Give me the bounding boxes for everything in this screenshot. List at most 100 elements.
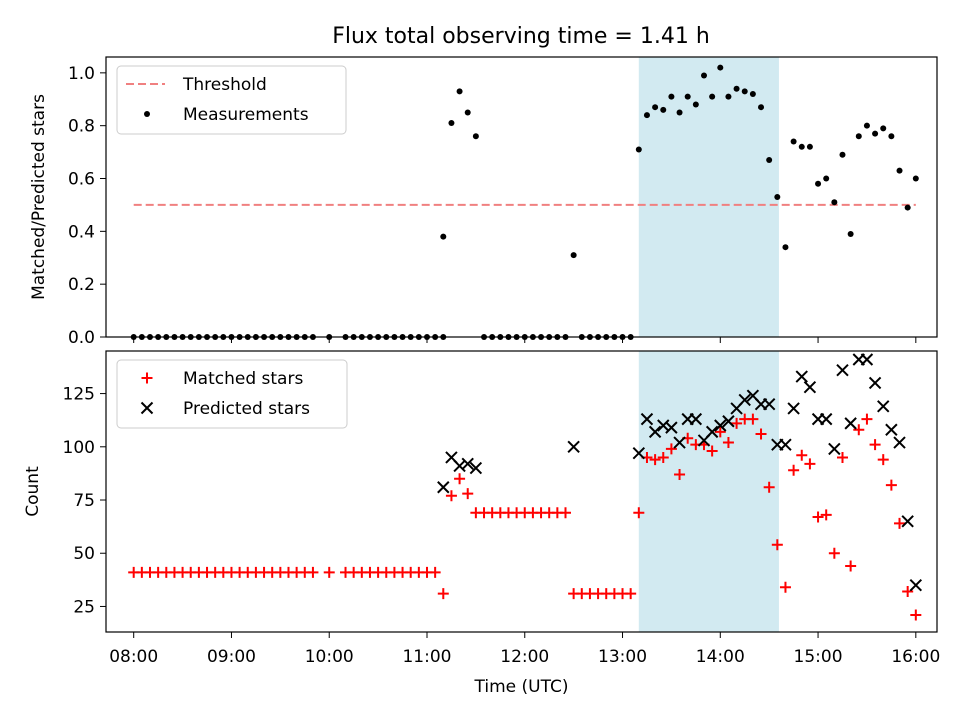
y-tick-label: 0.4 bbox=[68, 222, 95, 242]
matched-star-point bbox=[861, 413, 873, 425]
predicted-star-point bbox=[877, 400, 890, 413]
measurement-point bbox=[855, 133, 862, 140]
x-tick-label: 13:00 bbox=[598, 647, 647, 667]
matched-star-point bbox=[853, 424, 865, 436]
matched-star-point bbox=[706, 445, 718, 457]
matched-star-point bbox=[804, 458, 816, 470]
matched-star-point bbox=[454, 473, 466, 485]
y-tick-label: 0.8 bbox=[68, 117, 95, 137]
y-tick-label: 1.0 bbox=[68, 64, 95, 84]
measurement-point bbox=[798, 143, 805, 150]
matched-star-point bbox=[796, 449, 808, 461]
matched-star-point bbox=[894, 517, 906, 529]
measurement-point bbox=[692, 101, 699, 108]
x-tick-label: 12:00 bbox=[500, 647, 549, 667]
y-tick-label: 0.0 bbox=[68, 328, 95, 348]
matched-star-point bbox=[462, 488, 474, 500]
measurement-point bbox=[912, 175, 919, 182]
predicted-star-point bbox=[665, 421, 678, 434]
measurement-point bbox=[815, 180, 822, 187]
y-tick-label: 50 bbox=[73, 544, 95, 564]
predicted-star-point bbox=[722, 415, 735, 428]
legend-label: Matched stars bbox=[183, 369, 303, 389]
measurement-point bbox=[717, 64, 724, 71]
legend-label: Threshold bbox=[182, 75, 267, 95]
highlight-span bbox=[638, 57, 779, 337]
y-axis-label: Matched/Predicted stars bbox=[29, 94, 49, 300]
matched-star-point bbox=[836, 451, 848, 463]
matched-star-point bbox=[625, 588, 637, 600]
predicted-star-point bbox=[901, 515, 914, 528]
measurement-point bbox=[741, 88, 748, 95]
matched-star-point bbox=[722, 437, 734, 449]
matched-star-point bbox=[771, 539, 783, 551]
matched-star-point bbox=[633, 507, 645, 519]
predicted-star-point bbox=[648, 425, 662, 439]
measurement-point bbox=[758, 104, 765, 111]
measurement-point bbox=[806, 143, 813, 150]
measurement-point bbox=[904, 204, 911, 211]
measurement-point bbox=[725, 93, 732, 100]
predicted-star-point bbox=[836, 363, 849, 377]
measurement-point bbox=[880, 125, 887, 132]
x-tick-label: 08:00 bbox=[109, 647, 158, 667]
measurement-point bbox=[774, 194, 781, 200]
matched-star-point bbox=[665, 443, 677, 455]
x-axis-label: Time (UTC) bbox=[474, 677, 569, 697]
measurement-point bbox=[652, 104, 659, 111]
measurement-point bbox=[635, 146, 642, 153]
x-tick-label: 10:00 bbox=[305, 647, 354, 667]
predicted-star-point bbox=[868, 376, 882, 390]
measurement-point bbox=[684, 93, 691, 100]
y-axis-label: Count bbox=[23, 466, 43, 517]
predicted-star-point bbox=[893, 436, 906, 449]
predicted-star-point bbox=[705, 425, 719, 439]
predicted-star-point bbox=[762, 398, 776, 411]
measurement-point bbox=[749, 90, 756, 97]
matched-star-point bbox=[885, 479, 897, 491]
matched-star-point bbox=[307, 566, 319, 578]
legend-box bbox=[116, 65, 347, 135]
legend: Matched stars Predicted stars bbox=[116, 359, 348, 429]
highlight-span bbox=[638, 351, 779, 632]
predicted-star-point bbox=[844, 417, 857, 430]
predicted-star-point bbox=[673, 436, 686, 449]
measurement-point bbox=[643, 112, 650, 119]
matched-star-point bbox=[820, 509, 832, 521]
matched-star-point bbox=[763, 481, 775, 493]
matched-star-point bbox=[779, 581, 791, 593]
legend-label: Predicted stars bbox=[183, 399, 310, 419]
measurement-point bbox=[863, 122, 870, 129]
legend-measurement-swatch bbox=[144, 111, 150, 117]
measurement-point bbox=[896, 167, 903, 174]
predicted-star-point bbox=[803, 380, 817, 394]
measurement-point bbox=[831, 199, 838, 206]
predicted-star-point bbox=[787, 402, 800, 415]
matched-star-point bbox=[845, 560, 857, 572]
measurement-point bbox=[570, 252, 577, 259]
top-panel: 0.0 0.2 0.4 0.6 0.8 1.0 Matched/Predicted star… bbox=[29, 56, 938, 348]
measurement-point bbox=[709, 93, 716, 100]
predicted-star-point bbox=[909, 578, 923, 592]
measurement-point bbox=[766, 157, 773, 164]
x-tick-label: 15:00 bbox=[794, 647, 843, 667]
matched-star-point bbox=[902, 586, 914, 598]
matched-star-point bbox=[649, 454, 661, 466]
measurement-point bbox=[839, 151, 846, 158]
measurement-point bbox=[472, 133, 479, 140]
matched-star-point bbox=[559, 507, 571, 519]
predicted-star-point bbox=[819, 412, 833, 426]
y-tick-label: 100 bbox=[63, 438, 95, 458]
predicted-star-point bbox=[567, 440, 580, 454]
matched-star-point bbox=[437, 588, 449, 600]
predicted-star-point bbox=[469, 461, 483, 475]
measurement-point bbox=[790, 138, 797, 145]
y-tick-label: 125 bbox=[63, 385, 95, 405]
predicted-star-point bbox=[453, 459, 466, 473]
chart-title: Flux total observing time = 1.41 h bbox=[332, 24, 710, 49]
legend: Threshold Measurements bbox=[116, 65, 347, 135]
legend-matched-swatch bbox=[141, 372, 153, 384]
predicted-star-point bbox=[779, 438, 792, 451]
matched-star-point bbox=[877, 454, 889, 466]
